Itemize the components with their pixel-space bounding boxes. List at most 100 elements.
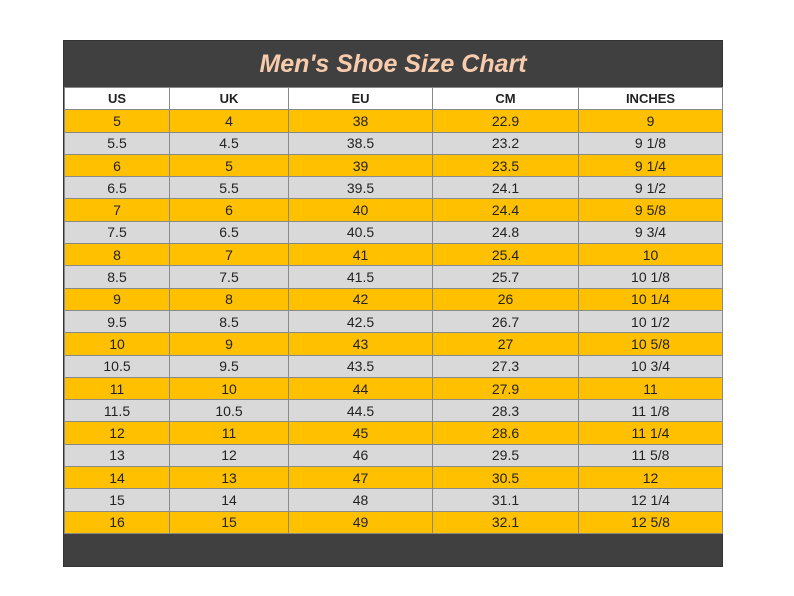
table-cell: 8.5 xyxy=(64,265,170,289)
table-cell: 5.5 xyxy=(64,131,170,155)
table-cell: 42 xyxy=(288,287,433,311)
table-cell: 10 xyxy=(578,243,723,267)
table-cell: 13 xyxy=(169,466,289,490)
table-cell: 7 xyxy=(64,198,170,222)
table-cell: 46 xyxy=(288,443,433,468)
table-cell: 32.1 xyxy=(432,510,579,534)
table-cell: 30.5 xyxy=(432,466,579,490)
table-cell: 24.1 xyxy=(432,176,579,200)
table-cell: 40.5 xyxy=(288,220,433,245)
table-cell: 23.2 xyxy=(432,131,579,155)
table-cell: 42.5 xyxy=(288,309,433,334)
table-cell: 29.5 xyxy=(432,443,579,468)
table-cell: 49 xyxy=(288,510,433,534)
table-row: 8 7 41 25.4 10 xyxy=(64,243,723,267)
table-cell: 10 1/4 xyxy=(578,287,723,311)
table-row: 6 5 39 23.5 9 1/4 xyxy=(64,153,723,178)
column-header: EU xyxy=(288,86,433,111)
table-cell: 28.3 xyxy=(432,399,579,423)
table-cell: 45 xyxy=(288,421,433,445)
table-cell: 11.5 xyxy=(64,399,170,423)
table-cell: 27.3 xyxy=(432,354,579,378)
table-row: 6.5 5.5 39.5 24.1 9 1/2 xyxy=(64,176,723,200)
table-cell: 38.5 xyxy=(288,131,433,155)
table-cell: 40 xyxy=(288,198,433,222)
table-cell: 6 xyxy=(64,153,170,178)
table-body: 5 4 38 22.9 9 5.5 4.5 38.5 23.2 9 1/8 6 5 39 23.5 9 1/… xyxy=(64,109,723,534)
table-cell: 7.5 xyxy=(169,265,289,289)
table-cell: 24.8 xyxy=(432,220,579,245)
table-row: 9 8 42 26 10 1/4 xyxy=(64,287,723,311)
table-cell: 10 xyxy=(64,332,170,356)
table-cell: 9 5/8 xyxy=(578,198,723,222)
table-row: 5 4 38 22.9 9 xyxy=(64,109,723,133)
column-header: US xyxy=(64,86,170,111)
table-cell: 41 xyxy=(288,243,433,267)
table-cell: 6 xyxy=(169,198,289,222)
table-cell: 31.1 xyxy=(432,488,579,512)
table-cell: 12 1/4 xyxy=(578,488,723,512)
table-cell: 26 xyxy=(432,287,579,311)
table-cell: 9.5 xyxy=(169,354,289,378)
table-row: 7 6 40 24.4 9 5/8 xyxy=(64,198,723,222)
table-row: 14 13 47 30.5 12 xyxy=(64,466,723,490)
table-cell: 7.5 xyxy=(64,220,170,245)
table-cell: 5.5 xyxy=(169,176,289,200)
table-cell: 8 xyxy=(64,243,170,267)
table-cell: 12 xyxy=(64,421,170,445)
table-cell: 16 xyxy=(64,510,170,534)
table-row: 8.5 7.5 41.5 25.7 10 1/8 xyxy=(64,265,723,289)
table-cell: 43.5 xyxy=(288,354,433,378)
table-cell: 8 xyxy=(169,287,289,311)
table-cell: 10.5 xyxy=(169,399,289,423)
table-row: 5.5 4.5 38.5 23.2 9 1/8 xyxy=(64,131,723,155)
footer-bar xyxy=(64,533,722,566)
column-header: CM xyxy=(432,86,579,111)
title: Men's Shoe Size Chart xyxy=(259,50,527,78)
table-cell: 14 xyxy=(169,488,289,512)
table-cell: 6.5 xyxy=(169,220,289,245)
size-table: US UK EU CM INCHES 5 4 38 22.9 9 5.5 4.5 38.5 23.2 9 … xyxy=(64,86,723,534)
header-row: US UK EU CM INCHES xyxy=(64,86,723,111)
table-cell: 9 xyxy=(169,332,289,356)
table-cell: 8.5 xyxy=(169,309,289,334)
table-cell: 24.4 xyxy=(432,198,579,222)
table-cell: 11 5/8 xyxy=(578,443,723,468)
table-cell: 9 1/8 xyxy=(578,131,723,155)
table-cell: 12 xyxy=(578,466,723,490)
table-cell: 12 5/8 xyxy=(578,510,723,534)
table-row: 9.5 8.5 42.5 26.7 10 1/2 xyxy=(64,309,723,334)
table-cell: 13 xyxy=(64,443,170,468)
table-cell: 44 xyxy=(288,376,433,401)
table-cell: 25.4 xyxy=(432,243,579,267)
table-cell: 10 1/8 xyxy=(578,265,723,289)
table-row: 12 11 45 28.6 11 1/4 xyxy=(64,421,723,445)
table-cell: 12 xyxy=(169,443,289,468)
table-cell: 10 3/4 xyxy=(578,354,723,378)
table-cell: 26.7 xyxy=(432,309,579,334)
table-row: 16 15 49 32.1 12 5/8 xyxy=(64,510,723,534)
table-cell: 11 xyxy=(169,421,289,445)
table-cell: 10 5/8 xyxy=(578,332,723,356)
table-cell: 41.5 xyxy=(288,265,433,289)
table-cell: 10 1/2 xyxy=(578,309,723,334)
table-cell: 44.5 xyxy=(288,399,433,423)
table-cell: 43 xyxy=(288,332,433,356)
table-cell: 39 xyxy=(288,153,433,178)
table-cell: 48 xyxy=(288,488,433,512)
table-cell: 10.5 xyxy=(64,354,170,378)
table-cell: 14 xyxy=(64,466,170,490)
table-cell: 27.9 xyxy=(432,376,579,401)
table-cell: 7 xyxy=(169,243,289,267)
table-cell: 9 xyxy=(64,287,170,311)
table-cell: 11 xyxy=(64,376,170,401)
table-cell: 11 xyxy=(578,376,723,401)
table-cell: 5 xyxy=(64,109,170,133)
table-cell: 28.6 xyxy=(432,421,579,445)
table-cell: 6.5 xyxy=(64,176,170,200)
column-header: UK xyxy=(169,86,289,111)
table-row: 11.5 10.5 44.5 28.3 11 1/8 xyxy=(64,399,723,423)
table-row: 11 10 44 27.9 11 xyxy=(64,376,723,401)
